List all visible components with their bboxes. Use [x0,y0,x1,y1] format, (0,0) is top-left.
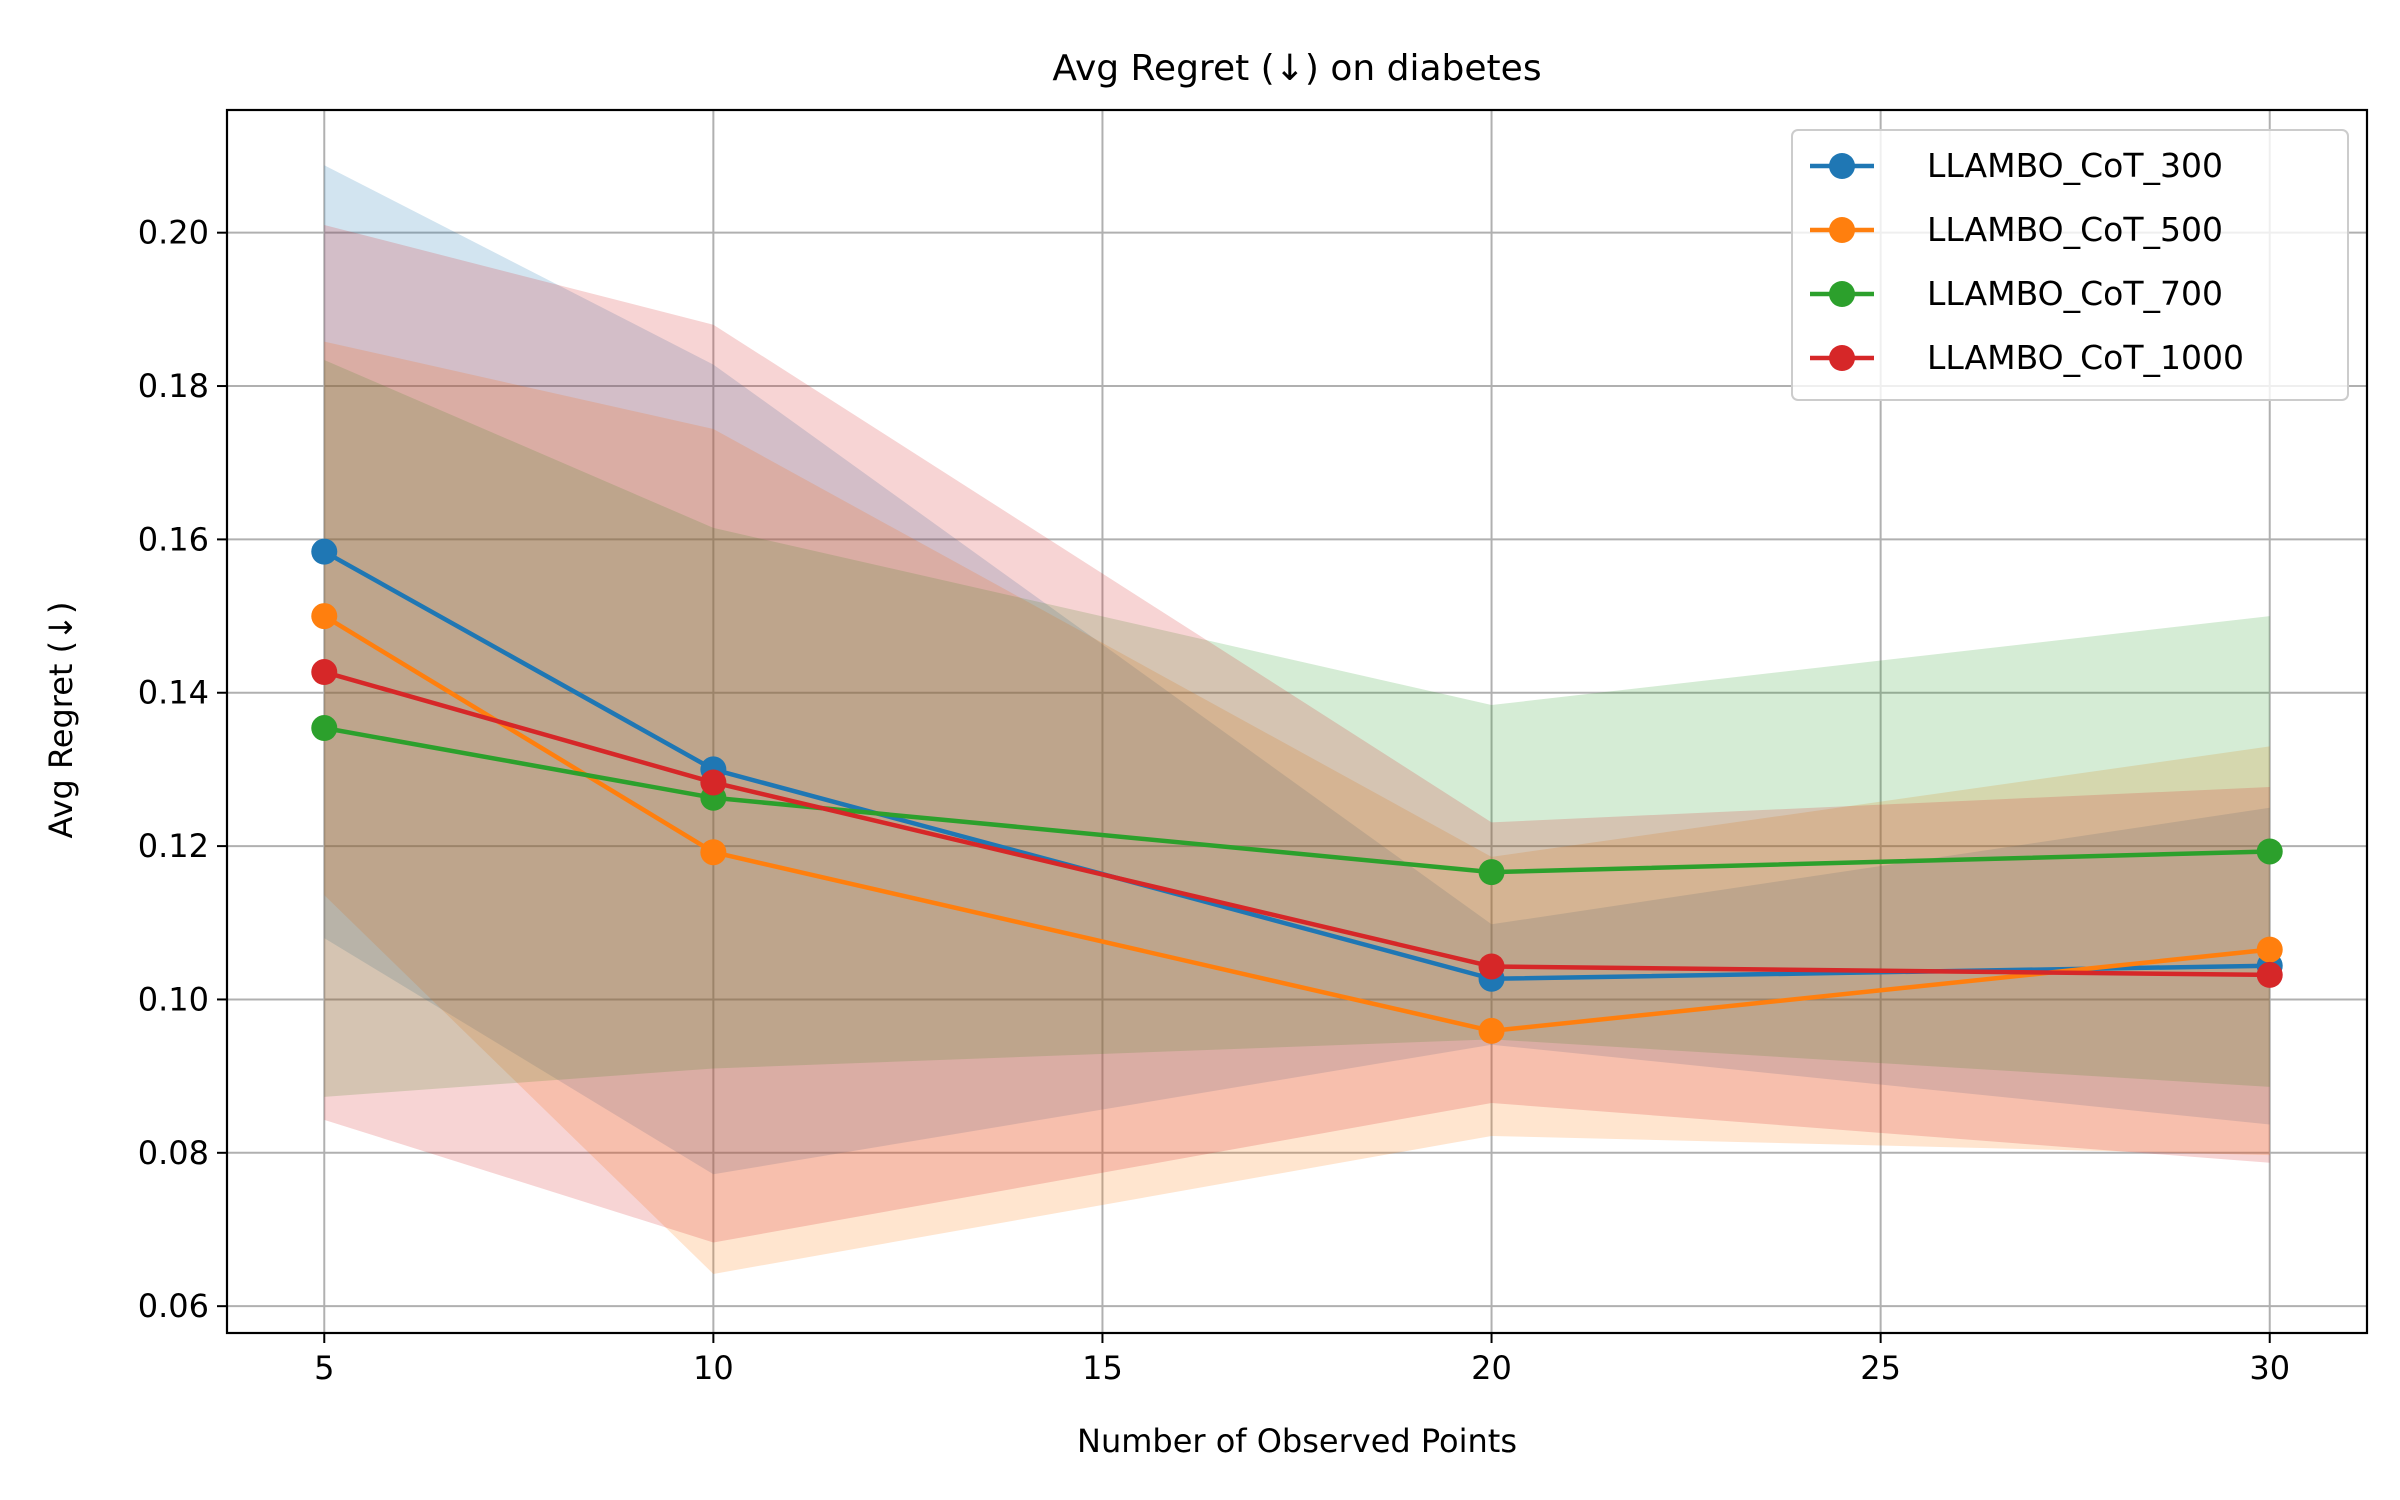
x-tick-label: 15 [1082,1349,1123,1387]
data-point-LLAMBO_CoT_1000 [700,769,727,796]
legend-marker [1829,281,1855,307]
data-point-LLAMBO_CoT_500 [1478,1017,1505,1044]
data-point-LLAMBO_CoT_500 [2256,936,2283,963]
y-tick-label: 0.18 [138,367,209,405]
legend-item: LLAMBO_CoT_700 [1810,274,2223,313]
x-axis-label: Number of Observed Points [1077,1422,1517,1460]
y-tick-label: 0.16 [138,520,209,558]
x-tick-label: 30 [2249,1349,2290,1387]
confidence-band-LLAMBO_CoT_500 [324,341,2270,1274]
data-point-LLAMBO_CoT_500 [700,839,727,866]
x-tick-label: 20 [1471,1349,1512,1387]
legend-item: LLAMBO_CoT_300 [1810,146,2223,185]
confidence-band-LLAMBO_CoT_1000 [324,225,2270,1243]
series-markers [311,538,2283,1044]
series-lines [323,549,2270,1034]
data-point-LLAMBO_CoT_300 [311,538,338,565]
confidence-band-LLAMBO_CoT_700 [324,359,2270,1097]
data-point-LLAMBO_CoT_1000 [311,659,338,686]
data-point-LLAMBO_CoT_1000 [1478,953,1505,980]
x-tick-label: 10 [693,1349,734,1387]
series-line-LLAMBO_CoT_700 [323,725,2270,875]
legend-marker [1829,217,1855,243]
y-axis-ticks: 0.06 0.08 0.10 0.12 0.14 0.16 0.18 0.20 [138,214,227,1325]
chart-title: Avg Regret (↓) on diabetes [1052,48,1541,89]
y-tick-label: 0.14 [138,674,209,712]
y-tick-label: 0.06 [138,1287,209,1325]
x-tick-label: 25 [1860,1349,1901,1387]
legend-item: LLAMBO_CoT_500 [1810,210,2223,249]
y-tick-label: 0.20 [138,214,209,252]
data-point-LLAMBO_CoT_700 [1478,859,1505,886]
legend: LLAMBO_CoT_300 LLAMBO_CoT_500 LLAMBO_CoT_7… [1791,129,2349,401]
legend-label: LLAMBO_CoT_500 [1927,210,2223,249]
legend-marker [1829,153,1855,179]
data-point-LLAMBO_CoT_700 [2256,838,2283,865]
legend-label: LLAMBO_CoT_1000 [1927,338,2244,377]
y-axis-label: Avg Regret (↓) [42,602,80,839]
data-point-LLAMBO_CoT_1000 [2256,961,2283,988]
legend-item: LLAMBO_CoT_1000 [1810,338,2244,377]
plot-frame [225,108,2369,1335]
x-tick-label: 5 [314,1349,334,1387]
legend-marker [1829,345,1855,371]
x-axis-ticks: 5 10 15 20 25 30 [314,1333,2290,1387]
data-point-LLAMBO_CoT_500 [311,603,338,630]
series-line-LLAMBO_CoT_1000 [323,669,2270,978]
y-tick-label: 0.12 [138,827,209,865]
grid [227,110,2367,1333]
confidence-band-LLAMBO_CoT_300 [324,165,2270,1175]
series-line-LLAMBO_CoT_500 [323,614,2270,1034]
y-tick-label: 0.10 [138,980,209,1018]
legend-label: LLAMBO_CoT_300 [1927,146,2223,185]
legend-box [1791,129,2349,401]
y-tick-label: 0.08 [138,1134,209,1172]
confidence-bands [324,165,2270,1274]
legend-label: LLAMBO_CoT_700 [1927,274,2223,313]
data-point-LLAMBO_CoT_700 [311,715,338,742]
